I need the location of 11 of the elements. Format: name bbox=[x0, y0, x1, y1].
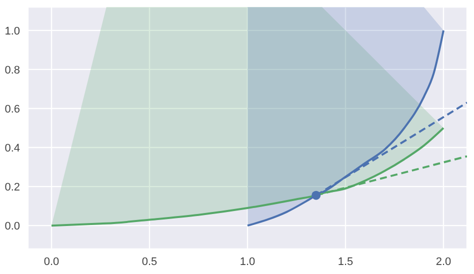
y-tick-label: 0.2 bbox=[4, 181, 20, 194]
x-tick-label: 0.0 bbox=[44, 256, 60, 268]
y-tick-label: 0.8 bbox=[4, 64, 20, 76]
y-tick-label: 0.0 bbox=[4, 220, 20, 232]
x-tick-label: 1.5 bbox=[338, 256, 354, 268]
x-tick-label: 1.0 bbox=[240, 256, 256, 268]
x-tick-label: 2.0 bbox=[436, 256, 452, 268]
y-tick-label: 0.4 bbox=[4, 142, 20, 154]
y-tick-label: 0.6 bbox=[4, 103, 20, 116]
x-tick-label: 0.5 bbox=[142, 256, 158, 268]
y-tick-label: 1.0 bbox=[4, 25, 20, 38]
